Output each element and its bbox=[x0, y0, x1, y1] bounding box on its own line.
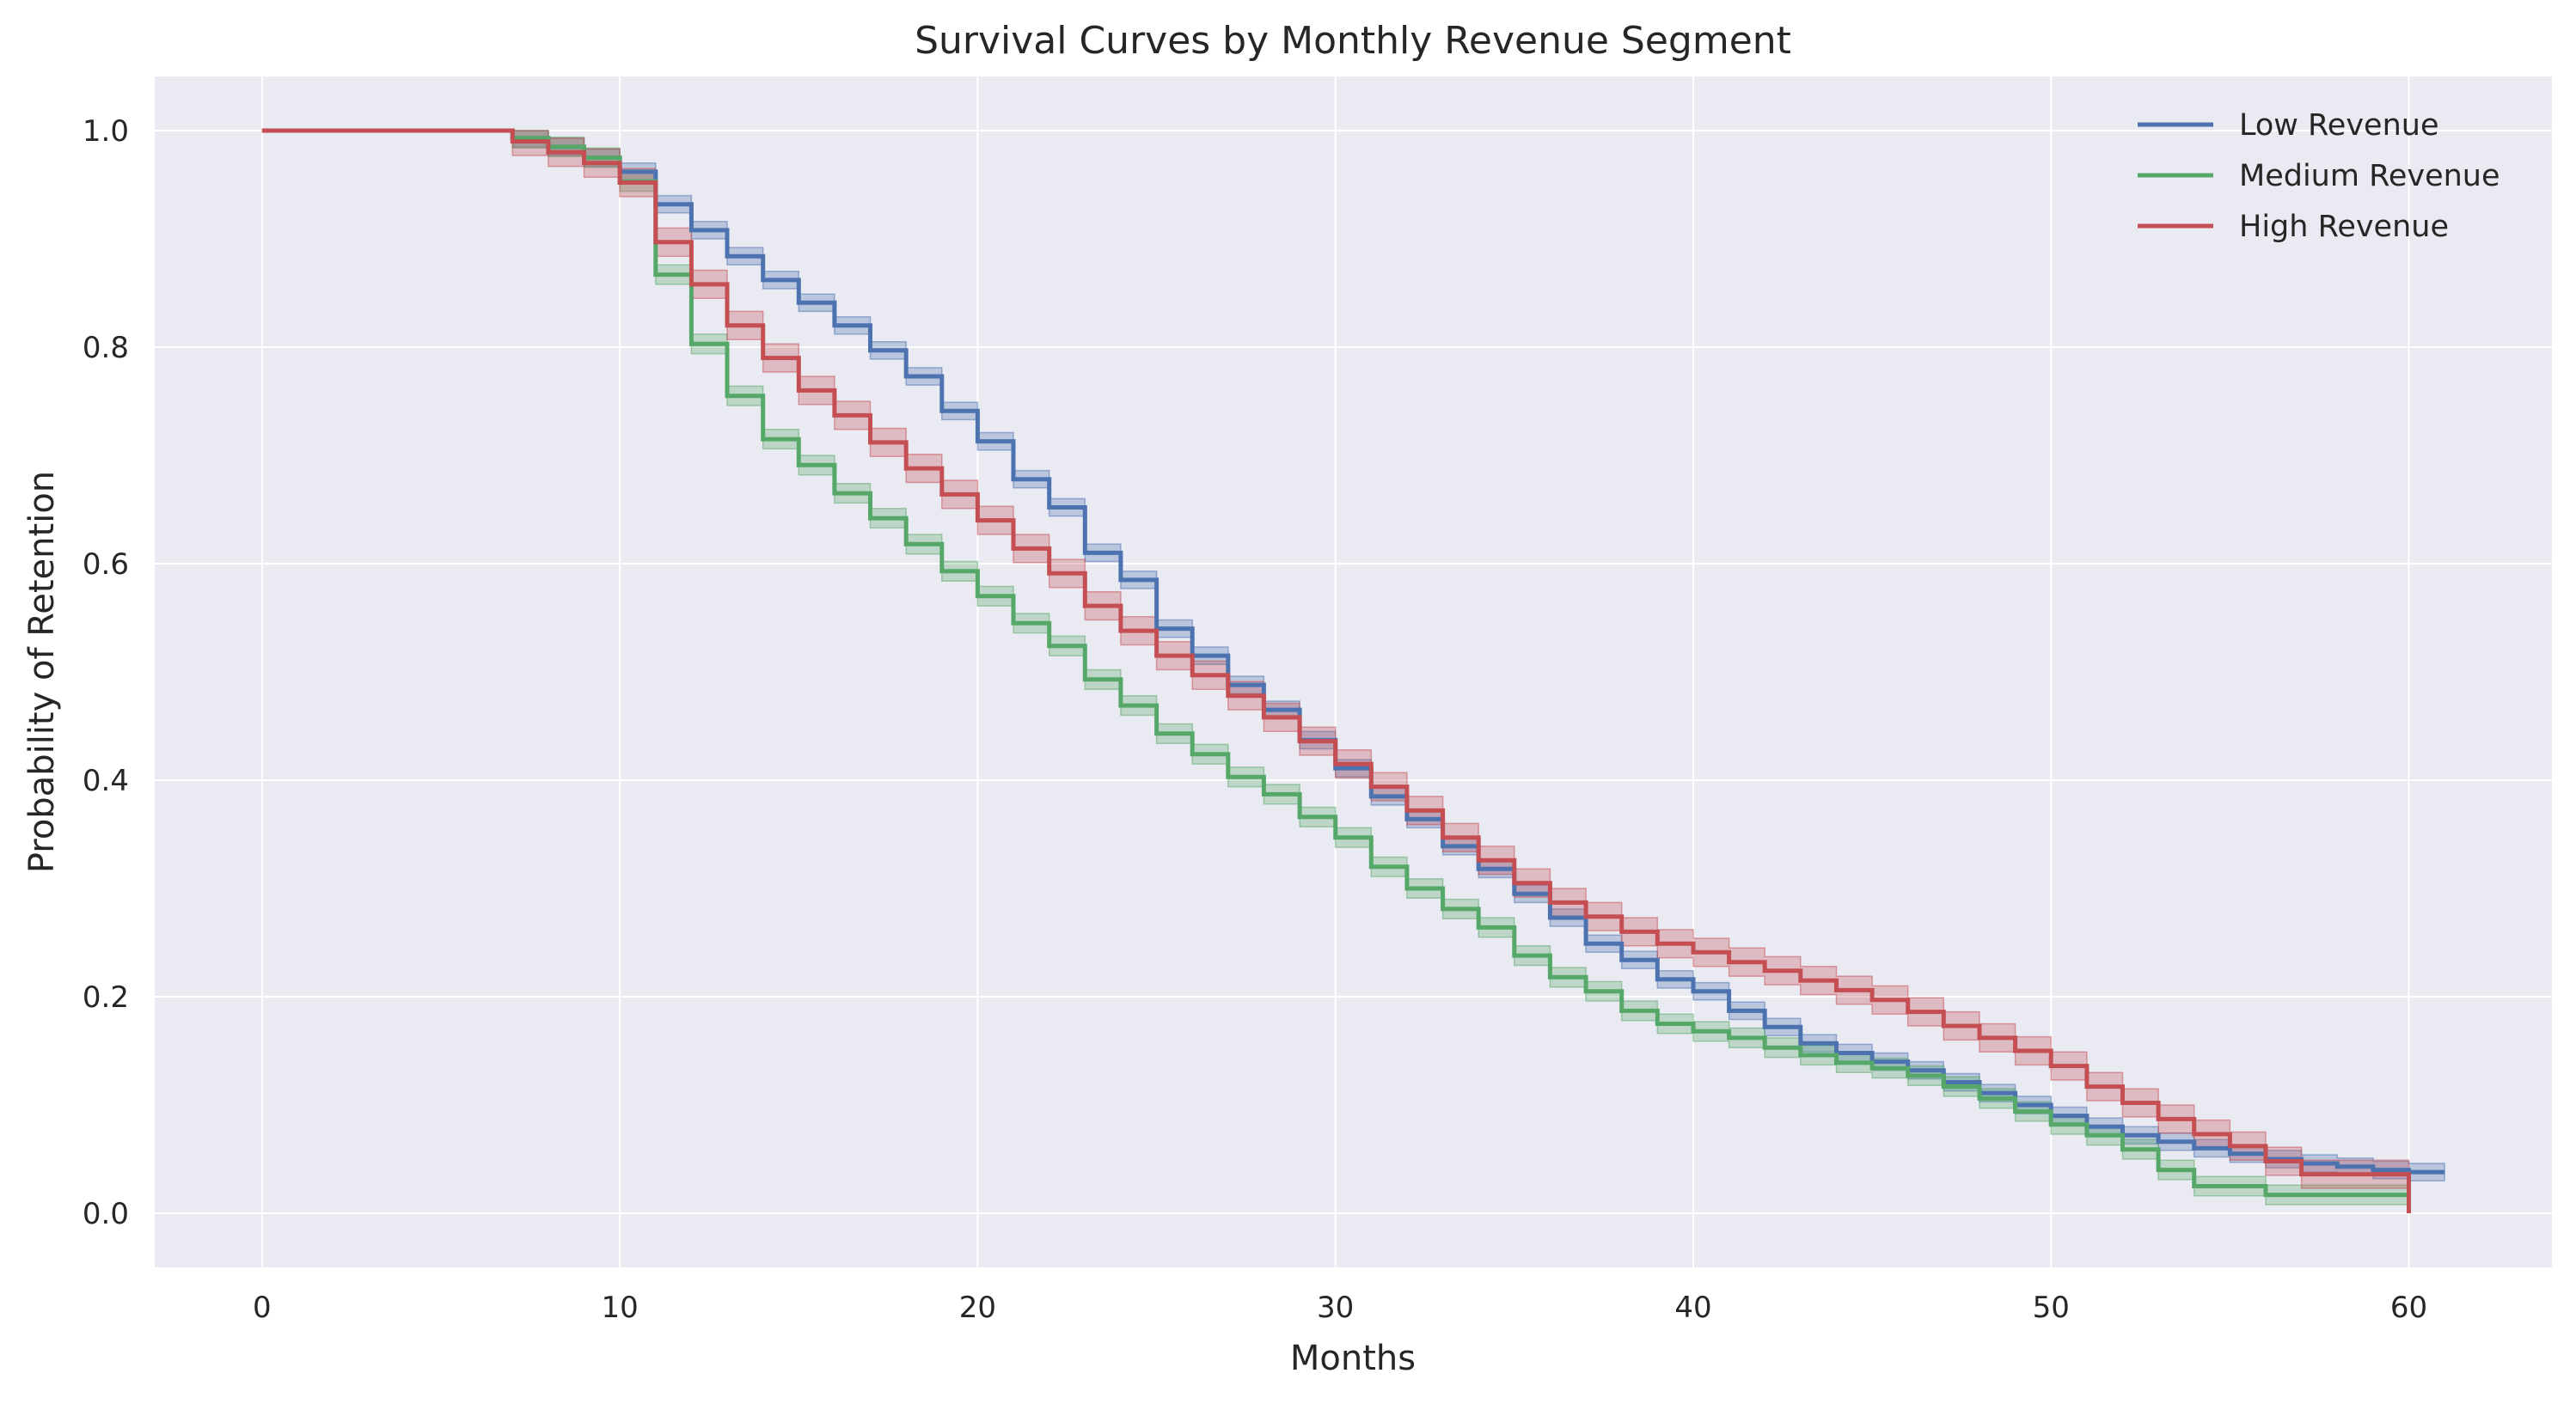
survival-lines bbox=[261, 128, 2445, 1213]
x-tick-label: 20 bbox=[959, 1291, 996, 1325]
y-tick-label: 1.0 bbox=[83, 114, 129, 149]
low-revenue-legend-label: Low Revenue bbox=[2239, 108, 2438, 143]
plot-background bbox=[155, 76, 2552, 1267]
y-tick-label: 0.8 bbox=[83, 331, 129, 365]
y-axis-label: Probability of Retention bbox=[22, 471, 62, 873]
high-revenue-legend-label: High Revenue bbox=[2239, 210, 2449, 244]
x-tick-label: 60 bbox=[2390, 1291, 2427, 1325]
chart-title: Survival Curves by Monthly Revenue Segme… bbox=[915, 19, 1791, 63]
y-tick-label: 0.2 bbox=[83, 980, 129, 1015]
low-revenue-line bbox=[261, 128, 2445, 1175]
x-tick-label: 0 bbox=[253, 1291, 272, 1325]
y-tick-label: 0.6 bbox=[83, 547, 129, 582]
x-tick-label: 40 bbox=[1674, 1291, 1711, 1325]
x-axis-label: Months bbox=[1290, 1339, 1416, 1378]
x-tick-label: 10 bbox=[602, 1291, 639, 1325]
y-tick-labels: 0.0 0.2 0.4 0.6 0.8 1.0 bbox=[83, 114, 129, 1231]
x-tick-label: 50 bbox=[2033, 1291, 2070, 1325]
x-tick-labels: 0 10 20 30 40 50 60 bbox=[253, 1291, 2427, 1325]
legend: Low Revenue Medium Revenue High Revenue bbox=[2138, 108, 2500, 244]
x-tick-label: 30 bbox=[1317, 1291, 1354, 1325]
y-tick-label: 0.0 bbox=[83, 1197, 129, 1231]
y-tick-label: 0.4 bbox=[83, 764, 129, 798]
high-revenue-line bbox=[261, 128, 2411, 1213]
medium-revenue-line bbox=[261, 128, 2409, 1198]
grid-lines bbox=[155, 76, 2552, 1267]
medium-revenue-legend-label: Medium Revenue bbox=[2239, 159, 2500, 193]
